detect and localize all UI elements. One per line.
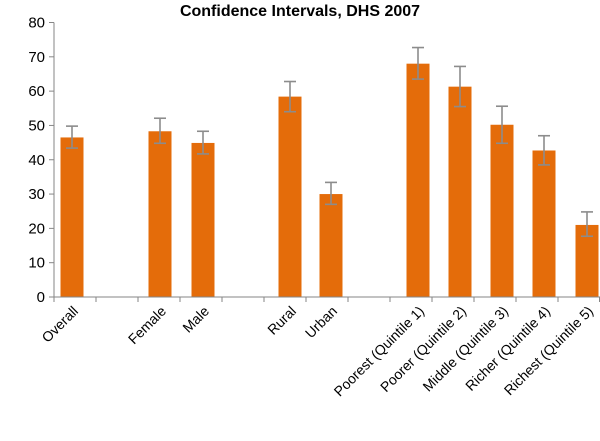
y-tick-label: 80	[28, 15, 45, 32]
bar	[191, 142, 215, 297]
error-bar	[154, 117, 166, 145]
error-bar	[538, 134, 550, 166]
y-tick-label: 30	[28, 186, 45, 203]
error-bar	[284, 80, 296, 113]
x-category-label: Female	[125, 303, 169, 347]
bar	[148, 131, 172, 297]
y-tick-label: 10	[28, 255, 45, 272]
bar	[406, 63, 430, 297]
y-tick-label: 60	[28, 83, 45, 100]
error-bar	[496, 105, 508, 145]
bar	[278, 96, 302, 298]
y-tick-label: 70	[28, 49, 45, 66]
y-axis: 0 10 20 30 40 50 60 70 80	[28, 15, 55, 306]
error-bar	[66, 125, 78, 149]
bar	[319, 194, 343, 297]
error-bar	[412, 46, 424, 80]
bar	[490, 124, 514, 297]
chart-title: Confidence Intervals, DHS 2007	[180, 3, 420, 20]
error-bar	[454, 65, 466, 108]
error-bar	[197, 130, 209, 155]
y-tick-label: 40	[28, 152, 45, 169]
x-category-label: Overall	[38, 303, 81, 346]
bar	[532, 150, 556, 297]
bars	[60, 63, 599, 298]
y-tick-label: 0	[37, 289, 45, 306]
x-category-label: Male	[179, 303, 212, 336]
y-tick-label: 50	[28, 117, 45, 134]
error-bars	[66, 46, 593, 238]
y-tick-label: 20	[28, 220, 45, 237]
x-category-label: Rural	[264, 303, 299, 338]
bar	[60, 137, 84, 297]
error-bar	[325, 181, 337, 206]
bar	[448, 86, 472, 298]
error-bar	[581, 211, 593, 238]
bar	[575, 224, 599, 297]
x-category-label: Urban	[302, 303, 340, 341]
